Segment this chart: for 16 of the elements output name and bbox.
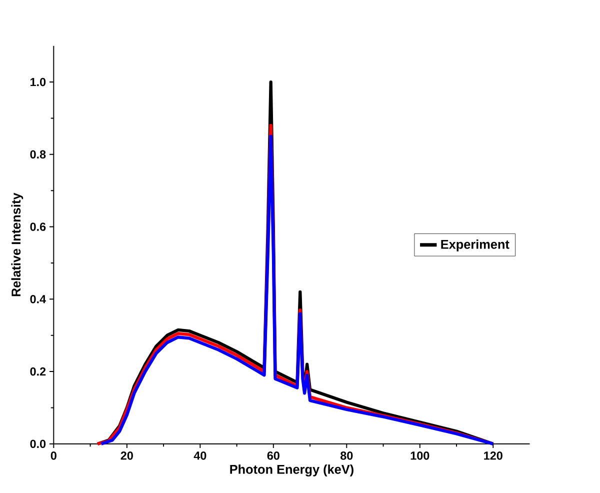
legend-label: Experiment: [441, 240, 510, 252]
x-tick-label: 40: [194, 452, 206, 460]
x-tick-label: 120: [484, 452, 502, 460]
y-tick-label: 0.4: [30, 295, 46, 304]
y-axis-title: Relative Intensity: [11, 192, 24, 296]
y-tick-label: 0.2: [30, 368, 46, 376]
x-tick-label: 0: [50, 452, 56, 460]
x-tick-label: 20: [120, 452, 133, 460]
x-tick-label: 60: [267, 452, 280, 460]
y-tick-label: 0.8: [30, 150, 46, 159]
y-tick-label: 1.0: [30, 78, 46, 86]
x-tick-label: 80: [340, 452, 353, 460]
x-tick-label: 100: [410, 452, 430, 460]
y-tick-label: 0.6: [30, 222, 46, 232]
x-axis-title: Photon Energy (keV): [230, 464, 354, 477]
y-tick-label: 0.0: [30, 440, 46, 448]
